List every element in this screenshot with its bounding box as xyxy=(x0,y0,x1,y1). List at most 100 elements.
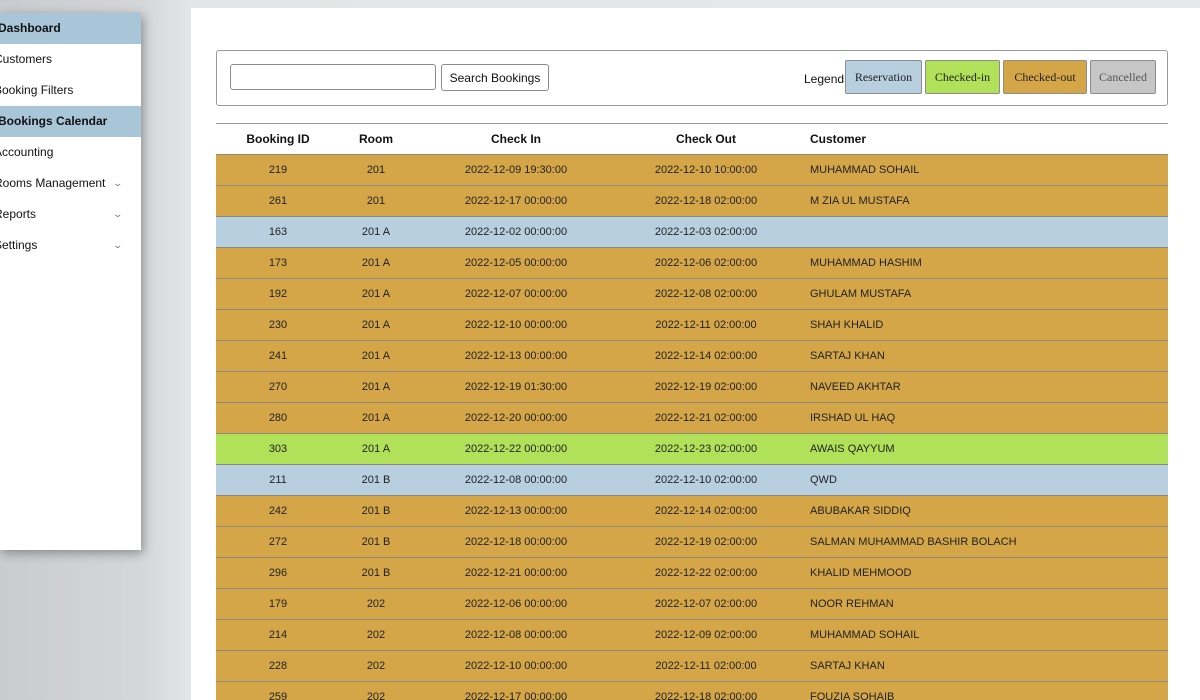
table-row[interactable]: 296 201 B 2022-12-21 00:00:00 2022-12-22 02… xyxy=(216,557,1168,588)
table-row[interactable]: 272 201 B 2022-12-18 00:00:00 2022-12-19 02… xyxy=(216,526,1168,557)
sidebar-item-label: Customers xyxy=(0,52,53,66)
cell-check-in: 2022-12-18 00:00:00 xyxy=(464,536,568,548)
cell-customer: GHULAM MUSTAFA xyxy=(810,288,912,300)
cell-check-in: 2022-12-20 00:00:00 xyxy=(464,412,568,424)
chevron-down-icon: ⌄ xyxy=(112,240,124,250)
cell-customer: IRSHAD UL HAQ xyxy=(810,412,896,424)
cell-check-out: 2022-12-10 02:00:00 xyxy=(654,474,758,486)
cell-check-in: 2022-12-07 00:00:00 xyxy=(464,288,568,300)
sidebar: Dashboard Customers Booking Filters Booking… xyxy=(0,13,141,550)
cell-check-out: 2022-12-11 02:00:00 xyxy=(655,660,757,672)
cell-customer: SARTAJ KHAN xyxy=(810,660,885,672)
cell-room: 201 A xyxy=(361,226,391,238)
sidebar-item-dashboard[interactable]: Dashboard xyxy=(0,13,141,44)
table-row[interactable]: 214 202 2022-12-08 00:00:00 2022-12-09 02:0… xyxy=(216,619,1168,650)
cell-room: 201 B xyxy=(361,567,391,579)
cell-check-in: 2022-12-19 01:30:00 xyxy=(464,381,568,393)
cell-customer: ABUBAKAR SIDDIQ xyxy=(810,505,911,517)
cell-customer: AWAIS QAYYUM xyxy=(810,443,895,455)
search-bar: Search Bookings Legend: Reservation Chec… xyxy=(216,50,1168,106)
search-bookings-button[interactable]: Search Bookings xyxy=(441,64,549,91)
legend-checked-out: Checked-out xyxy=(1003,60,1087,94)
cell-room: 201 xyxy=(366,164,386,176)
table-row[interactable]: 211 201 B 2022-12-08 00:00:00 2022-12-10 02… xyxy=(216,464,1168,495)
table-row[interactable]: 192 201 A 2022-12-07 00:00:00 2022-12-08 02… xyxy=(216,278,1168,309)
cell-check-in: 2022-12-13 00:00:00 xyxy=(464,505,568,517)
cell-booking-id: 228 xyxy=(268,660,288,672)
header-check-in[interactable]: Check In xyxy=(490,132,541,146)
chevron-down-icon: ⌄ xyxy=(112,209,124,219)
cell-check-out: 2022-12-06 02:00:00 xyxy=(654,257,758,269)
cell-booking-id: 173 xyxy=(268,257,288,269)
main-panel: Search Bookings Legend: Reservation Chec… xyxy=(191,8,1200,700)
cell-check-in: 2022-12-06 00:00:00 xyxy=(464,598,568,610)
sidebar-item-customers[interactable]: Customers xyxy=(0,44,141,75)
header-customer[interactable]: Customer xyxy=(810,132,867,146)
table-row[interactable]: 230 201 A 2022-12-10 00:00:00 2022-12-11 02… xyxy=(216,309,1168,340)
table-body: 219 201 2022-12-09 19:30:00 2022-12-10 10:0… xyxy=(216,154,1168,700)
header-check-out[interactable]: Check Out xyxy=(675,132,736,146)
legend-checked-in: Checked-in xyxy=(925,60,1000,94)
legend-label: Legend: xyxy=(804,72,848,86)
sidebar-item-label: Bookings Calendar xyxy=(0,114,108,128)
cell-booking-id: 211 xyxy=(269,474,287,486)
cell-booking-id: 280 xyxy=(268,412,288,424)
sidebar-item-label: Dashboard xyxy=(0,21,61,35)
search-input[interactable] xyxy=(230,64,436,90)
table-row[interactable]: 219 201 2022-12-09 19:30:00 2022-12-10 10:0… xyxy=(216,154,1168,185)
cell-booking-id: 192 xyxy=(268,288,288,300)
cell-check-in: 2022-12-09 19:30:00 xyxy=(464,164,568,176)
table-row[interactable]: 261 201 2022-12-17 00:00:00 2022-12-18 02:0… xyxy=(216,185,1168,216)
cell-check-out: 2022-12-07 02:00:00 xyxy=(654,598,758,610)
sidebar-item-accounting[interactable]: Accounting xyxy=(0,137,141,168)
cell-check-out: 2022-12-11 02:00:00 xyxy=(655,319,757,331)
header-room[interactable]: Room xyxy=(359,132,393,146)
cell-check-in: 2022-12-08 00:00:00 xyxy=(464,629,568,641)
cell-booking-id: 261 xyxy=(268,195,288,207)
table-row[interactable]: 173 201 A 2022-12-05 00:00:00 2022-12-06 02… xyxy=(216,247,1168,278)
sidebar-item-label: Settings xyxy=(0,238,38,252)
table-row[interactable]: 163 201 A 2022-12-02 00:00:00 2022-12-03 02… xyxy=(216,216,1168,247)
cell-check-out: 2022-12-14 02:00:00 xyxy=(654,505,758,517)
sidebar-item-rooms-management[interactable]: Rooms Management ⌄ xyxy=(0,168,141,199)
sidebar-item-reports[interactable]: Reports ⌄ xyxy=(0,199,141,230)
cell-customer: MUHAMMAD SOHAIL xyxy=(810,164,920,176)
cell-customer: NOOR REHMAN xyxy=(810,598,894,610)
sidebar-item-bookings-calendar[interactable]: Bookings Calendar xyxy=(0,106,141,137)
cell-check-in: 2022-12-05 00:00:00 xyxy=(464,257,568,269)
table-row[interactable]: 280 201 A 2022-12-20 00:00:00 2022-12-21 02… xyxy=(216,402,1168,433)
table-row[interactable]: 228 202 2022-12-10 00:00:00 2022-12-11 02:0… xyxy=(216,650,1168,681)
sidebar-item-booking-filters[interactable]: Booking Filters xyxy=(0,75,141,106)
cell-check-in: 2022-12-21 00:00:00 xyxy=(464,567,568,579)
cell-check-out: 2022-12-08 02:00:00 xyxy=(654,288,758,300)
cell-check-out: 2022-12-10 10:00:00 xyxy=(654,164,758,176)
table-row[interactable]: 270 201 A 2022-12-19 01:30:00 2022-12-19 02… xyxy=(216,371,1168,402)
header-booking-id[interactable]: Booking ID xyxy=(246,132,310,146)
cell-booking-id: 296 xyxy=(268,567,288,579)
table-row[interactable]: 241 201 A 2022-12-13 00:00:00 2022-12-14 02… xyxy=(216,340,1168,371)
table-row[interactable]: 303 201 A 2022-12-22 00:00:00 2022-12-23 02… xyxy=(216,433,1168,464)
bookings-table: Booking ID Room Check In Check Out Custo… xyxy=(216,123,1168,700)
table-row[interactable]: 259 202 2022-12-17 00:00:00 2022-12-18 02:0… xyxy=(216,681,1168,700)
cell-customer: MUHAMMAD SOHAIL xyxy=(810,629,920,641)
cell-booking-id: 163 xyxy=(268,226,288,238)
legend-cancelled: Cancelled xyxy=(1090,60,1156,94)
cell-booking-id: 242 xyxy=(268,505,288,517)
cell-check-out: 2022-12-19 02:00:00 xyxy=(654,381,758,393)
cell-check-out: 2022-12-22 02:00:00 xyxy=(654,567,758,579)
legend-reservation: Reservation xyxy=(845,60,922,94)
cell-customer: QWD xyxy=(810,474,837,486)
cell-check-in: 2022-12-08 00:00:00 xyxy=(464,474,568,486)
cell-booking-id: 214 xyxy=(268,629,288,641)
cell-booking-id: 230 xyxy=(268,319,288,331)
cell-room: 202 xyxy=(366,660,386,672)
cell-customer: SALMAN MUHAMMAD BASHIR BOLACH xyxy=(810,536,1017,548)
table-row[interactable]: 179 202 2022-12-06 00:00:00 2022-12-07 02:0… xyxy=(216,588,1168,619)
cell-booking-id: 219 xyxy=(268,164,288,176)
sidebar-item-label: Booking Filters xyxy=(0,83,74,97)
cell-booking-id: 259 xyxy=(268,691,288,700)
table-row[interactable]: 242 201 B 2022-12-13 00:00:00 2022-12-14 02… xyxy=(216,495,1168,526)
cell-booking-id: 270 xyxy=(268,381,288,393)
sidebar-item-settings[interactable]: Settings ⌄ xyxy=(0,230,141,261)
cell-check-out: 2022-12-09 02:00:00 xyxy=(654,629,758,641)
